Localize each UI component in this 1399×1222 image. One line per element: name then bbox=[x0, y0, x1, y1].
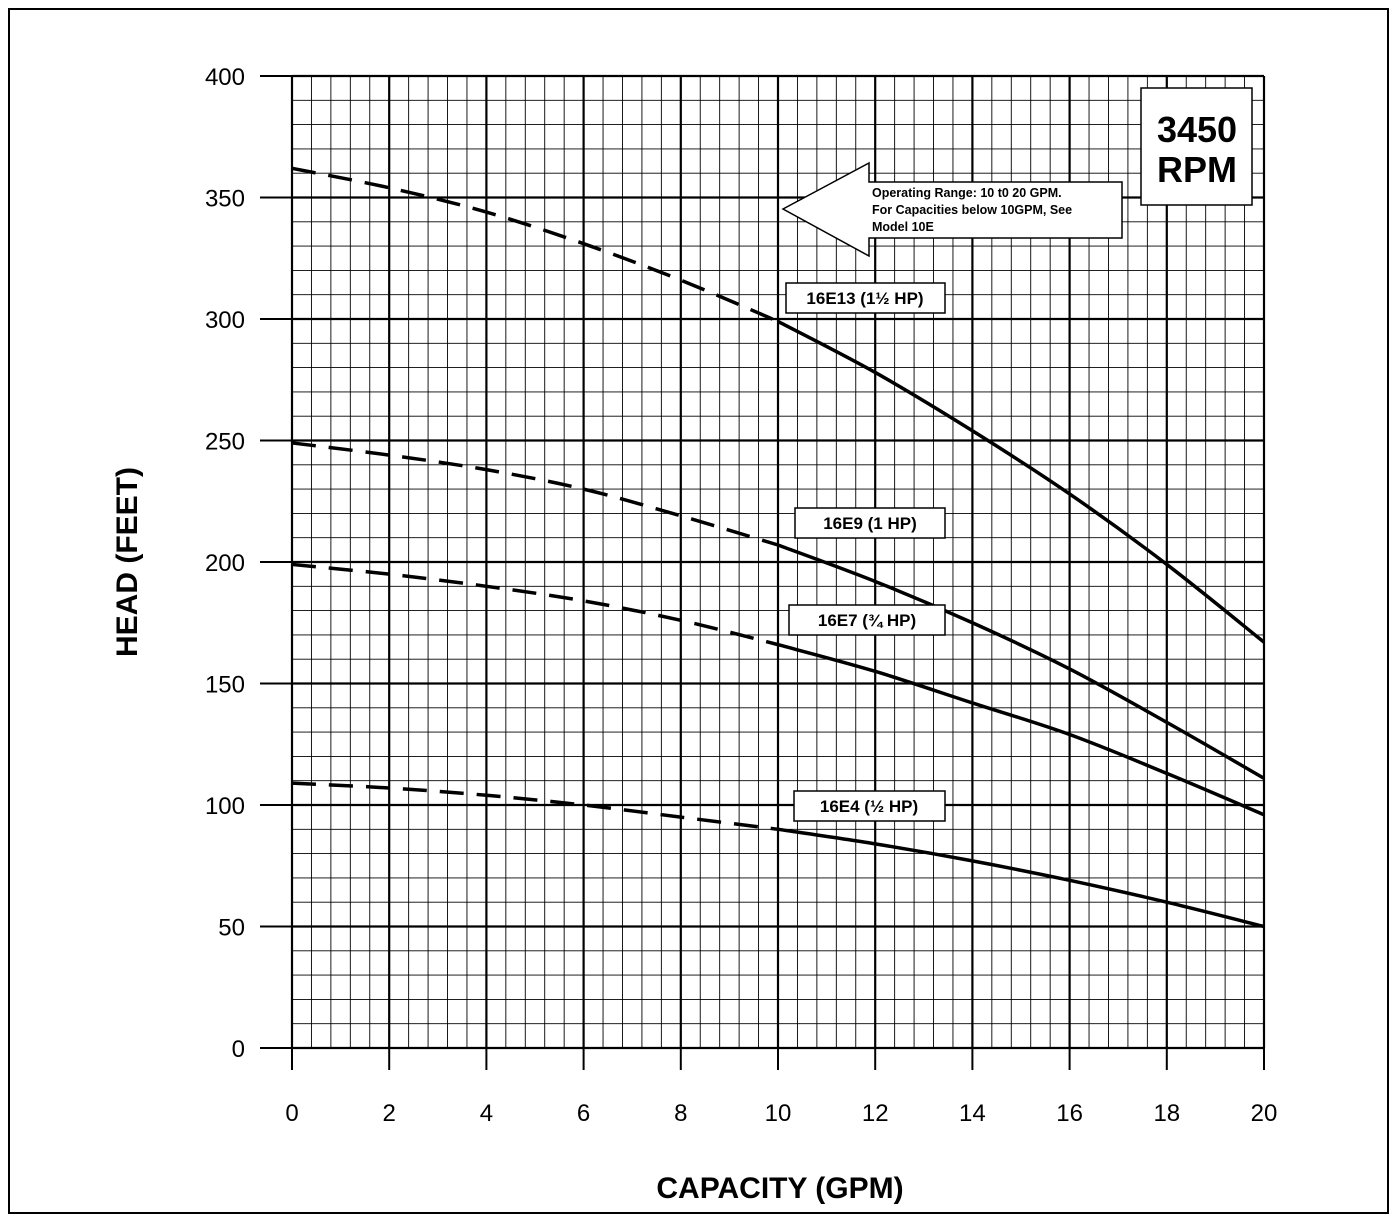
y-tick-label: 350 bbox=[205, 186, 245, 213]
label-16e9-text: 16E9 (1 HP) bbox=[823, 514, 917, 533]
curve-16e13-dashed bbox=[291, 166, 779, 324]
y-tick-label: 0 bbox=[232, 1036, 245, 1063]
operating-range-note: Operating Range: 10 t0 20 GPM. For Capac… bbox=[781, 161, 1123, 258]
curve-16e7-solid bbox=[777, 642, 1265, 817]
y-tick-label: 50 bbox=[218, 915, 245, 942]
y-tick-label: 300 bbox=[205, 307, 245, 334]
rpm-box: 3450 RPM bbox=[1140, 87, 1253, 206]
note-line-3: Model 10E bbox=[872, 220, 934, 234]
note-line-2: For Capacities below 10GPM, See bbox=[872, 203, 1072, 217]
x-tick-label: 16 bbox=[1056, 1100, 1083, 1127]
curve-16e4-dashed bbox=[291, 781, 779, 832]
y-tick-label: 200 bbox=[205, 550, 245, 577]
y-tick-label: 400 bbox=[205, 64, 245, 91]
x-tick-label: 20 bbox=[1251, 1100, 1278, 1127]
y-axis-ticks: 0 50 100 150 200 250 300 350 400 bbox=[205, 64, 292, 1063]
label-16e13: 16E13 (1½ HP) bbox=[785, 282, 946, 314]
label-16e7: 16E7 (¾ HP) bbox=[788, 604, 946, 636]
curve-16e7-dashed bbox=[291, 562, 779, 647]
curves bbox=[291, 166, 1266, 929]
curve-16e13-solid bbox=[777, 319, 1266, 644]
x-tick-label: 0 bbox=[285, 1100, 298, 1127]
curve-16e9-solid bbox=[777, 543, 1265, 780]
x-axis-ticks: 0 2 4 6 8 10 12 14 16 18 20 bbox=[285, 1048, 1277, 1127]
x-tick-label: 8 bbox=[674, 1100, 687, 1127]
grid bbox=[290, 74, 1266, 1050]
curve-16e4-solid bbox=[777, 827, 1265, 929]
x-tick-label: 14 bbox=[959, 1100, 986, 1127]
x-tick-label: 18 bbox=[1153, 1100, 1180, 1127]
label-16e9: 16E9 (1 HP) bbox=[794, 507, 946, 539]
note-line-1: Operating Range: 10 t0 20 GPM. bbox=[872, 186, 1062, 200]
chart-frame bbox=[8, 8, 1389, 1214]
x-tick-label: 6 bbox=[577, 1100, 590, 1127]
label-16e4: 16E4 (½ HP) bbox=[793, 790, 946, 822]
label-16e4-text: 16E4 (½ HP) bbox=[820, 797, 918, 816]
x-tick-label: 2 bbox=[383, 1100, 396, 1127]
y-tick-label: 100 bbox=[205, 793, 245, 820]
y-tick-label: 150 bbox=[205, 672, 245, 699]
rpm-value: 3450 bbox=[1157, 109, 1237, 150]
label-16e7-text: 16E7 (¾ HP) bbox=[818, 611, 916, 630]
x-tick-label: 10 bbox=[765, 1100, 792, 1127]
rpm-unit: RPM bbox=[1157, 149, 1237, 190]
x-tick-label: 12 bbox=[862, 1100, 889, 1127]
curve-16e9-dashed bbox=[291, 441, 779, 547]
y-tick-label: 250 bbox=[205, 429, 245, 456]
y-axis-title: HEAD (FEET) bbox=[111, 467, 144, 657]
x-axis-title: CAPACITY (GPM) bbox=[656, 1172, 903, 1205]
x-tick-label: 4 bbox=[480, 1100, 493, 1127]
label-16e13-text: 16E13 (1½ HP) bbox=[806, 289, 923, 308]
